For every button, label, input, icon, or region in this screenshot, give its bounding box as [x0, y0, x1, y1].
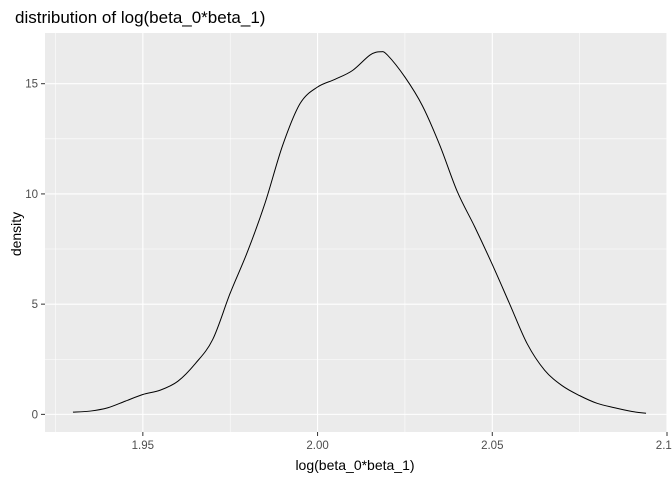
x-axis: 1.95 2.00 2.05 2.10	[132, 432, 672, 452]
major-gridlines	[45, 33, 668, 432]
x-tick-label: 2.10	[656, 440, 672, 452]
y-tick-label: 10	[25, 189, 38, 201]
x-axis-label: log(beta_0*beta_1)	[295, 457, 414, 473]
y-axis: 0 5 10 15	[25, 79, 45, 421]
minor-gridlines	[45, 33, 667, 432]
series-group	[72, 51, 647, 414]
plot-panel	[45, 33, 667, 432]
density-line	[72, 51, 647, 414]
y-axis-label: density	[8, 212, 24, 256]
y-tick-label: 0	[32, 409, 38, 421]
chart-title: distribution of log(beta_0*beta_1)	[15, 8, 265, 27]
x-tick-label: 1.95	[132, 440, 154, 452]
x-tick-label: 2.00	[306, 440, 328, 452]
y-tick-label: 15	[25, 79, 38, 91]
x-tick-label: 2.05	[481, 440, 503, 452]
y-tick-label: 5	[32, 299, 38, 311]
